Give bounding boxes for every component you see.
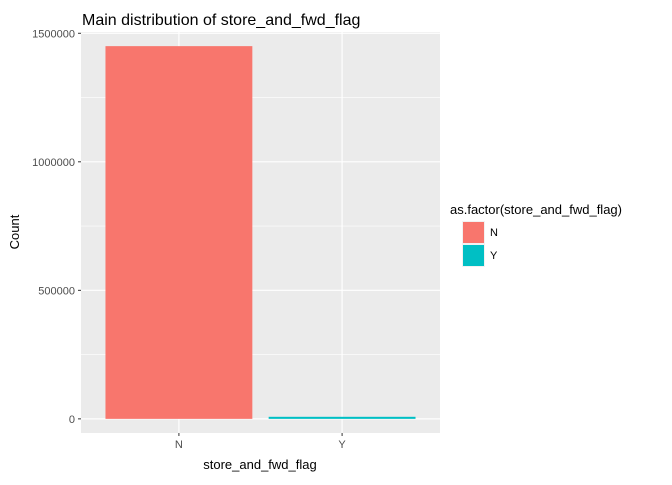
y-axis-title: Count bbox=[7, 214, 22, 249]
bar-y bbox=[268, 416, 416, 419]
legend-label: Y bbox=[490, 250, 498, 262]
y-tick-label: 1500000 bbox=[32, 28, 75, 40]
bar-n bbox=[105, 46, 253, 419]
legend-title: as.factor(store_and_fwd_flag) bbox=[450, 202, 622, 217]
x-axis-title: store_and_fwd_flag bbox=[203, 457, 316, 472]
y-tick-label: 1000000 bbox=[32, 157, 75, 169]
legend-swatch-n bbox=[463, 222, 484, 243]
x-tick-label: Y bbox=[338, 439, 346, 451]
legend: as.factor(store_and_fwd_flag) NY bbox=[450, 202, 622, 267]
legend-label: N bbox=[490, 227, 498, 239]
legend-swatch-y bbox=[463, 245, 484, 266]
bars bbox=[105, 46, 416, 419]
y-tick-label: 0 bbox=[69, 414, 75, 426]
y-axis: 0 500000 1000000 1500000 bbox=[32, 28, 81, 426]
x-tick-label: N bbox=[175, 439, 183, 451]
chart-title: Main distribution of store_and_fwd_flag bbox=[82, 12, 360, 29]
y-tick-label: 500000 bbox=[38, 285, 75, 297]
